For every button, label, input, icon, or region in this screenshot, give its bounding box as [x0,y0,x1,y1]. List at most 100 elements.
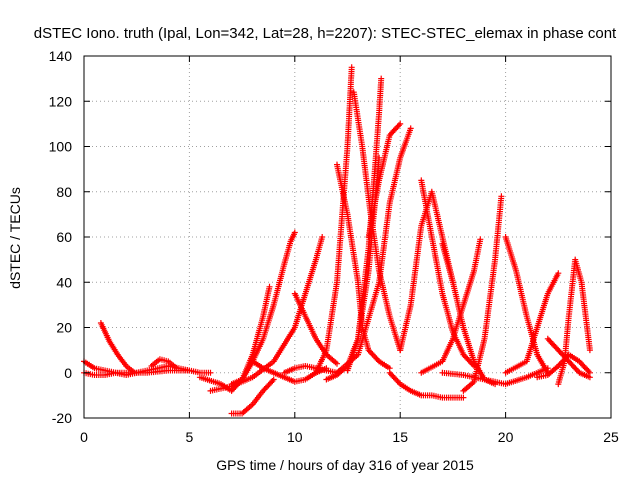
data-point [557,349,560,351]
series-8 [207,234,326,394]
data-point [100,322,102,324]
data-point [336,281,338,284]
x-tick-label: 20 [498,429,514,445]
data-point [378,281,380,284]
data-point [325,349,328,351]
data-point [336,371,338,374]
x-tick-label: 0 [80,429,88,445]
data-point [494,258,496,261]
data-point [230,412,233,415]
data-point [578,360,581,363]
data-point [462,304,465,306]
data-point [378,157,380,159]
x-tick-label: 5 [186,429,194,445]
data-point [289,240,292,243]
data-point [272,360,275,363]
series-18 [334,125,414,376]
data-point [230,390,233,392]
data-point [431,236,433,238]
series-markers [97,320,138,376]
data-point [150,365,153,367]
data-point [93,374,96,376]
data-point [462,374,465,376]
series-11 [291,290,340,367]
data-point [283,263,286,265]
data-point [378,360,380,363]
data-point [504,371,507,374]
data-point [515,270,517,272]
data-point [262,315,264,317]
series-markers [502,270,562,376]
data-point [294,381,296,383]
data-point [251,376,254,379]
data-point [241,412,243,415]
data-point [304,378,307,381]
data-point [367,270,370,272]
data-point [525,315,528,317]
data-point [462,353,465,356]
data-point [388,371,391,374]
series-4 [148,356,180,372]
data-point [346,369,349,372]
data-point [388,367,391,370]
data-point [546,292,549,295]
data-point [325,369,328,372]
data-point [473,381,475,383]
data-point [574,258,576,261]
data-point [315,338,317,340]
data-point [525,376,528,379]
data-point [251,403,254,406]
data-point [104,374,106,376]
y-tick-label: 140 [49,48,73,64]
data-point [361,145,364,148]
data-point [441,371,444,374]
x-tick-label: 15 [392,429,408,445]
data-point [568,353,570,356]
data-point [374,168,376,170]
data-point [452,281,454,284]
data-point [378,179,380,182]
data-point [133,371,136,374]
data-point [251,360,254,363]
data-point [420,179,423,182]
data-point [321,236,324,238]
data-point [420,224,423,227]
data-point [357,281,359,284]
series-9 [249,358,330,385]
data-point [441,242,444,245]
x-axis-label: GPS time / hours of day 316 of year 2015 [216,457,474,473]
y-tick-label: 20 [56,320,72,336]
data-point [294,326,296,329]
data-point [557,383,560,385]
data-point [431,394,433,397]
data-point [441,236,444,238]
data-point [116,353,119,356]
data-point [199,376,201,379]
data-point [409,127,412,130]
series-26 [502,234,551,376]
data-point [209,371,212,374]
series-25 [439,365,551,388]
series-layer [81,64,593,417]
x-tick-label: 25 [603,429,619,445]
data-point [500,195,503,198]
data-point [159,358,161,360]
data-point [504,236,507,238]
y-tick-label: 100 [49,139,73,155]
x-tick-label: 10 [287,429,303,445]
data-point [578,371,581,374]
data-point [108,340,111,342]
data-point [536,353,539,356]
data-point [367,349,370,351]
data-point [409,304,412,306]
data-point [346,213,349,216]
series-13 [312,64,355,376]
data-point [399,383,402,385]
data-point [336,362,338,365]
data-point [167,360,170,363]
data-point [304,292,307,295]
data-point [589,376,591,379]
series-20 [386,369,467,401]
y-tick-label: 120 [49,93,73,109]
